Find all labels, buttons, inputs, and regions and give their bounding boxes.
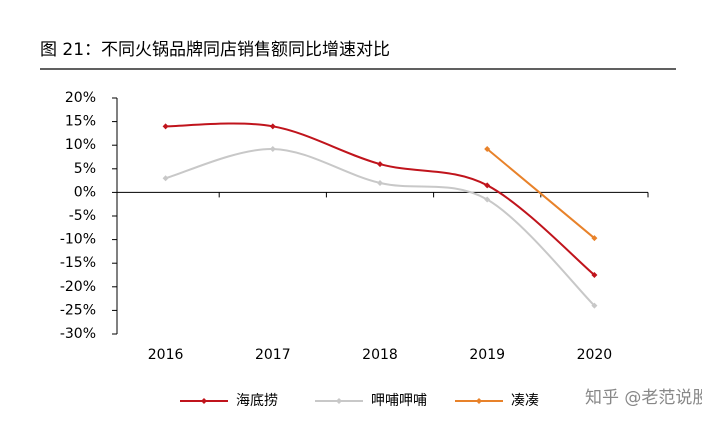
x-tick-label: 2019	[469, 347, 505, 363]
x-tick-label: 2017	[255, 347, 291, 363]
series-line	[165, 147, 596, 307]
data-point	[377, 179, 383, 186]
y-tick-label: -5%	[69, 208, 96, 224]
data-point	[377, 161, 383, 168]
data-point	[484, 145, 491, 152]
chart-title: 图 21：不同火锅品牌同店销售额同比增速对比	[40, 40, 390, 60]
series-line	[486, 148, 596, 239]
data-point	[591, 272, 598, 278]
y-tick-label: 0%	[74, 184, 96, 200]
y-tick-label: 10%	[65, 137, 96, 153]
watermark: 知乎 @老范说股	[585, 388, 702, 408]
data-point	[162, 175, 169, 182]
series-line	[165, 122, 596, 276]
y-tick-label: -30%	[60, 326, 96, 342]
legend-marker	[476, 398, 482, 404]
legend-label: 海底捞	[236, 393, 278, 409]
data-point	[162, 123, 169, 130]
x-tick-label: 2018	[362, 347, 398, 363]
data-point	[269, 123, 276, 130]
x-tick-label: 2020	[577, 347, 613, 363]
y-tick-label: 5%	[74, 161, 96, 177]
data-point	[484, 182, 491, 189]
legend-marker	[201, 398, 207, 404]
data-point	[484, 196, 491, 203]
y-tick-label: -15%	[60, 255, 96, 271]
legend-label: 凑凑	[511, 392, 539, 409]
y-tick-label: -20%	[60, 279, 96, 295]
data-point	[591, 235, 598, 242]
data-point	[269, 145, 276, 152]
y-tick-label: 15%	[65, 114, 96, 130]
legend-label: 呷哺呷哺	[371, 393, 427, 409]
x-tick-label: 2016	[148, 347, 184, 363]
data-point	[591, 302, 598, 309]
y-tick-label: 20%	[65, 90, 96, 106]
y-tick-label: -25%	[60, 302, 96, 318]
y-tick-label: -10%	[60, 232, 96, 248]
legend-marker	[336, 398, 342, 404]
